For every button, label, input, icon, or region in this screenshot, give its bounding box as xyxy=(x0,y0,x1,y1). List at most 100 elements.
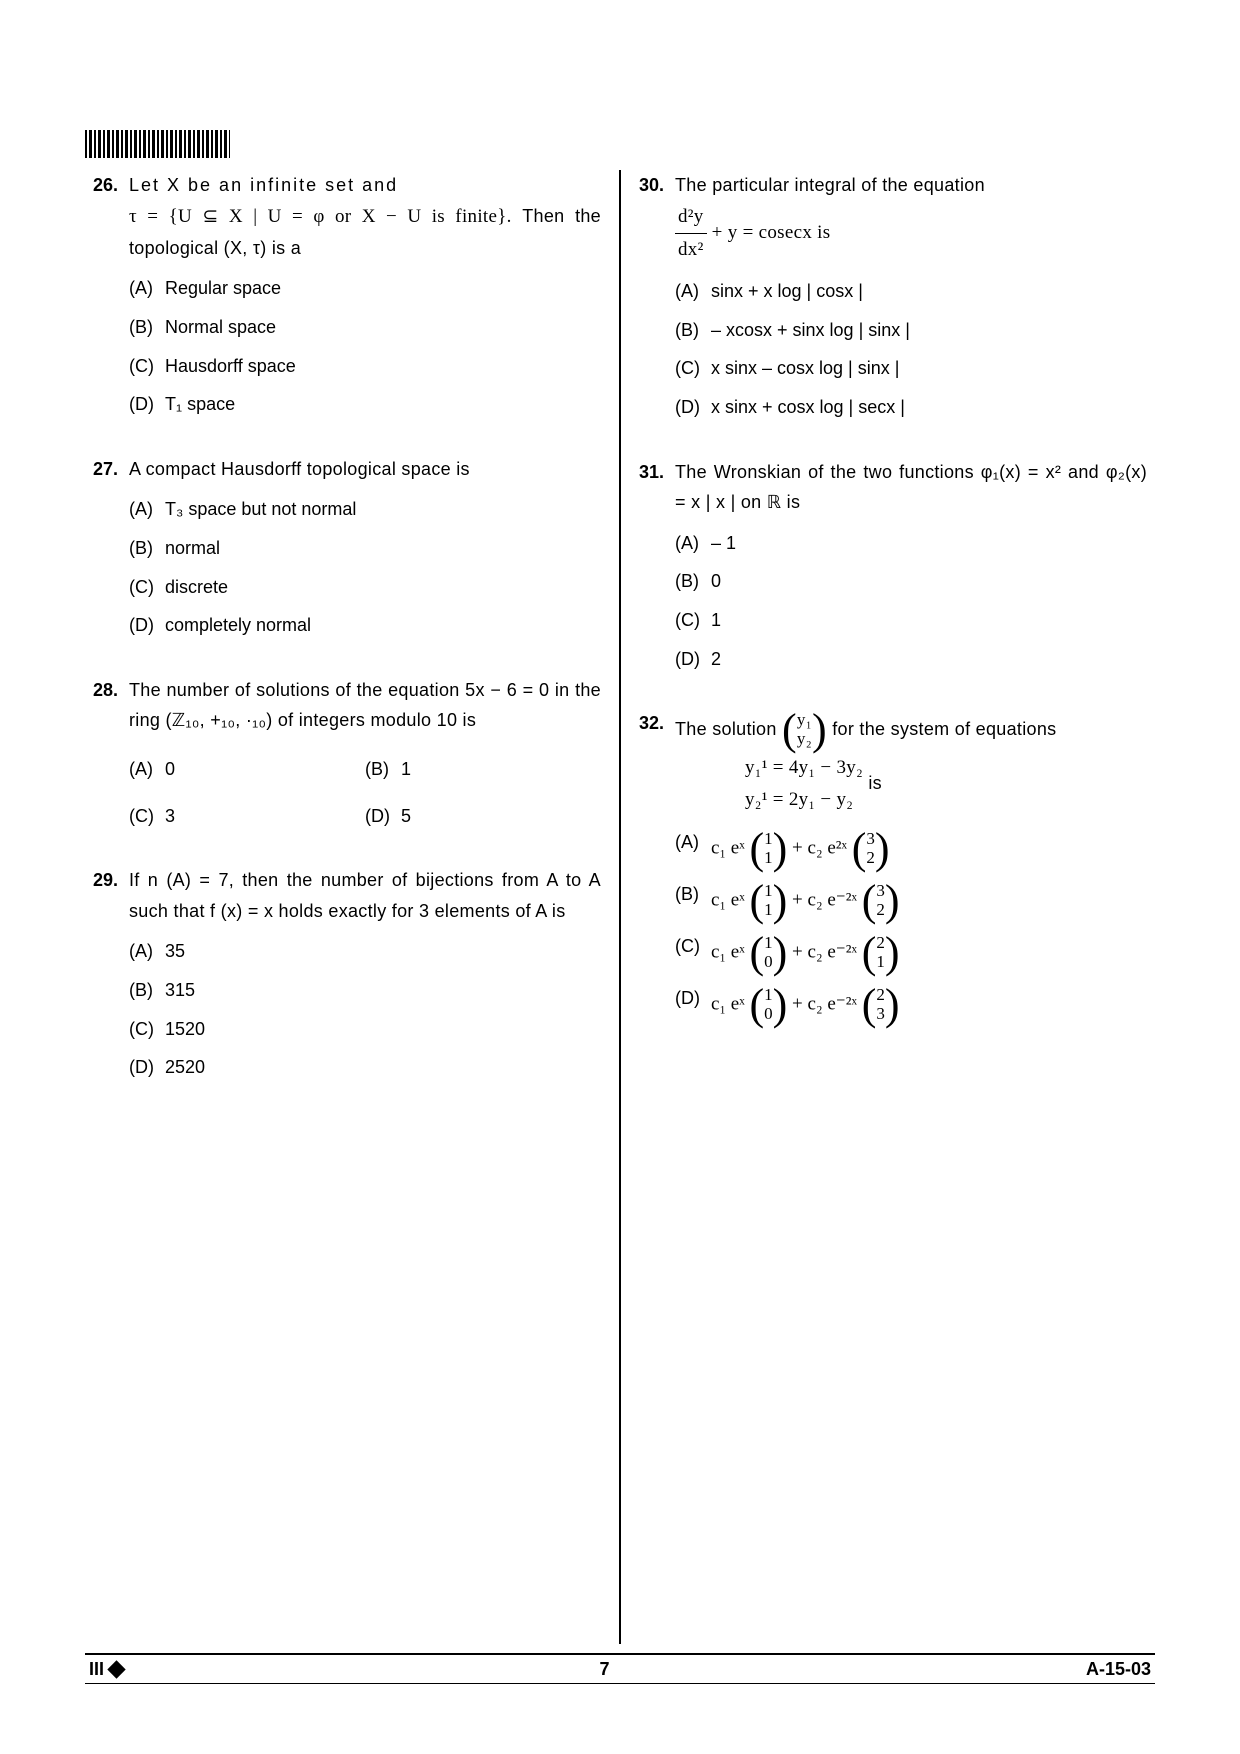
option-text: 1520 xyxy=(165,1014,601,1045)
option-d: (D)5 xyxy=(365,801,601,832)
question-number: 27. xyxy=(93,454,129,485)
option-label: (C) xyxy=(129,572,165,603)
option-b: (B)Normal space xyxy=(129,312,601,343)
option-label: (D) xyxy=(675,983,711,1027)
option-d: (D)T₁ space xyxy=(129,389,601,420)
option-a: (A)T₃ space but not normal xyxy=(129,494,601,525)
option-label: (C) xyxy=(675,605,711,636)
stem-text: for the system of equations xyxy=(832,719,1056,739)
options: (A) c₁ eˣ (11) + c₂ e²ˣ (32) (B) xyxy=(675,827,1147,1027)
question-number: 31. xyxy=(639,457,675,488)
option-label: (B) xyxy=(129,312,165,343)
option-label: (A) xyxy=(675,276,711,307)
option-text: Regular space xyxy=(165,273,601,304)
option-c: (C)discrete xyxy=(129,572,601,603)
options: (A)sinx + x log | cosx | (B)– xcosx + si… xyxy=(675,276,1147,422)
option-label: (B) xyxy=(675,566,711,597)
option-c: (C)1 xyxy=(675,605,1147,636)
options: (A)– 1 (B)0 (C)1 (D)2 xyxy=(675,528,1147,674)
question-stem: The particular integral of the equation … xyxy=(675,170,1147,266)
option-label: (A) xyxy=(675,528,711,559)
option-text: 1 xyxy=(401,754,601,785)
v: 1 xyxy=(764,985,773,1004)
v: 3 xyxy=(876,881,885,900)
term: + c₂ e⁻²ˣ xyxy=(792,941,857,962)
option-d: (D) c₁ eˣ (10) + c₂ e⁻²ˣ (23) xyxy=(675,983,1147,1027)
term: c₁ eˣ xyxy=(711,941,745,962)
option-label: (C) xyxy=(675,931,711,975)
option-label: (D) xyxy=(675,392,711,423)
question-number: 32. xyxy=(639,708,675,739)
option-text: sinx + x log | cosx | xyxy=(711,276,1147,307)
option-d: (D)2 xyxy=(675,644,1147,675)
option-label: (A) xyxy=(129,754,165,785)
option-label: (A) xyxy=(129,936,165,967)
footer-page-number: 7 xyxy=(599,1659,609,1680)
eq-text: + y = cosecx is xyxy=(707,222,831,243)
option-text: c₁ eˣ (11) + c₂ e⁻²ˣ (32) xyxy=(711,879,1147,923)
option-label: (D) xyxy=(129,1052,165,1083)
v: 2 xyxy=(876,933,885,952)
option-b: (B) c₁ eˣ (11) + c₂ e⁻²ˣ (32) xyxy=(675,879,1147,923)
question-31: 31. The Wronskian of the two functions φ… xyxy=(639,457,1147,683)
question-29: 29. If n (A) = 7, then the number of bij… xyxy=(93,865,601,1091)
v: 2 xyxy=(876,900,885,919)
term: + c₂ e²ˣ xyxy=(792,837,847,858)
v: 2 xyxy=(866,848,875,867)
option-d: (D)completely normal xyxy=(129,610,601,641)
option-label: (B) xyxy=(365,754,401,785)
v: 1 xyxy=(764,848,773,867)
option-c: (C) c₁ eˣ (10) + c₂ e⁻²ˣ (21) xyxy=(675,931,1147,975)
option-c: (C)3 xyxy=(129,801,365,832)
option-label: (A) xyxy=(129,494,165,525)
eq-text: y₂¹ = 2y₁ − y₂ xyxy=(745,789,853,810)
option-c: (C)1520 xyxy=(129,1014,601,1045)
option-d: (D)x sinx + cosx log | secx | xyxy=(675,392,1147,423)
option-label: (B) xyxy=(129,975,165,1006)
option-label: (C) xyxy=(129,801,165,832)
question-stem: Let X be an infinite set and τ = {U ⊆ X … xyxy=(129,170,601,263)
option-text: 5 xyxy=(401,801,601,832)
option-a: (A)0 xyxy=(129,754,365,785)
option-label: (C) xyxy=(129,1014,165,1045)
option-label: (B) xyxy=(675,879,711,923)
option-text: 0 xyxy=(165,754,365,785)
option-text: Normal space xyxy=(165,312,601,343)
v: 1 xyxy=(764,933,773,952)
option-label: (B) xyxy=(129,533,165,564)
options: (A)0 (B)1 (C)3 (D)5 xyxy=(129,746,601,839)
v: 1 xyxy=(876,952,885,971)
question-stem: If n (A) = 7, then the number of bijecti… xyxy=(129,865,601,926)
option-c: (C)Hausdorff space xyxy=(129,351,601,382)
exam-page: 26. Let X be an infinite set and τ = {U … xyxy=(0,0,1240,1754)
content-columns: 26. Let X be an infinite set and τ = {U … xyxy=(85,170,1155,1644)
option-c: (C)x sinx – cosx log | sinx | xyxy=(675,353,1147,384)
question-26: 26. Let X be an infinite set and τ = {U … xyxy=(93,170,601,428)
stem-text: is xyxy=(868,773,882,793)
stem-text: The particular integral of the equation xyxy=(675,175,985,195)
stem-text: Let X be an infinite set and xyxy=(129,175,398,195)
option-b: (B)0 xyxy=(675,566,1147,597)
stem-equation: τ = {U ⊆ X | U = φ or X − U is finite}. xyxy=(129,206,512,227)
option-a: (A)35 xyxy=(129,936,601,967)
v: 0 xyxy=(764,1004,773,1023)
options: (A)T₃ space but not normal (B)normal (C)… xyxy=(129,494,601,640)
v: 3 xyxy=(866,829,875,848)
option-text: c₁ eˣ (10) + c₂ e⁻²ˣ (23) xyxy=(711,983,1147,1027)
option-label: (D) xyxy=(675,644,711,675)
option-label: (C) xyxy=(675,353,711,384)
option-text: normal xyxy=(165,533,601,564)
option-text: T₃ space but not normal xyxy=(165,494,601,525)
v: 1 xyxy=(764,829,773,848)
option-text: 1 xyxy=(711,605,1147,636)
option-text: 2520 xyxy=(165,1052,601,1083)
vector-icon: (y₁y₂) xyxy=(782,708,827,752)
option-text: 315 xyxy=(165,975,601,1006)
question-30: 30. The particular integral of the equat… xyxy=(639,170,1147,431)
term: c₁ eˣ xyxy=(711,993,745,1014)
option-a: (A)Regular space xyxy=(129,273,601,304)
left-column: 26. Let X be an infinite set and τ = {U … xyxy=(85,170,619,1644)
option-text: 2 xyxy=(711,644,1147,675)
option-text: c₁ eˣ (10) + c₂ e⁻²ˣ (21) xyxy=(711,931,1147,975)
option-text: – xcosx + sinx log | sinx | xyxy=(711,315,1147,346)
